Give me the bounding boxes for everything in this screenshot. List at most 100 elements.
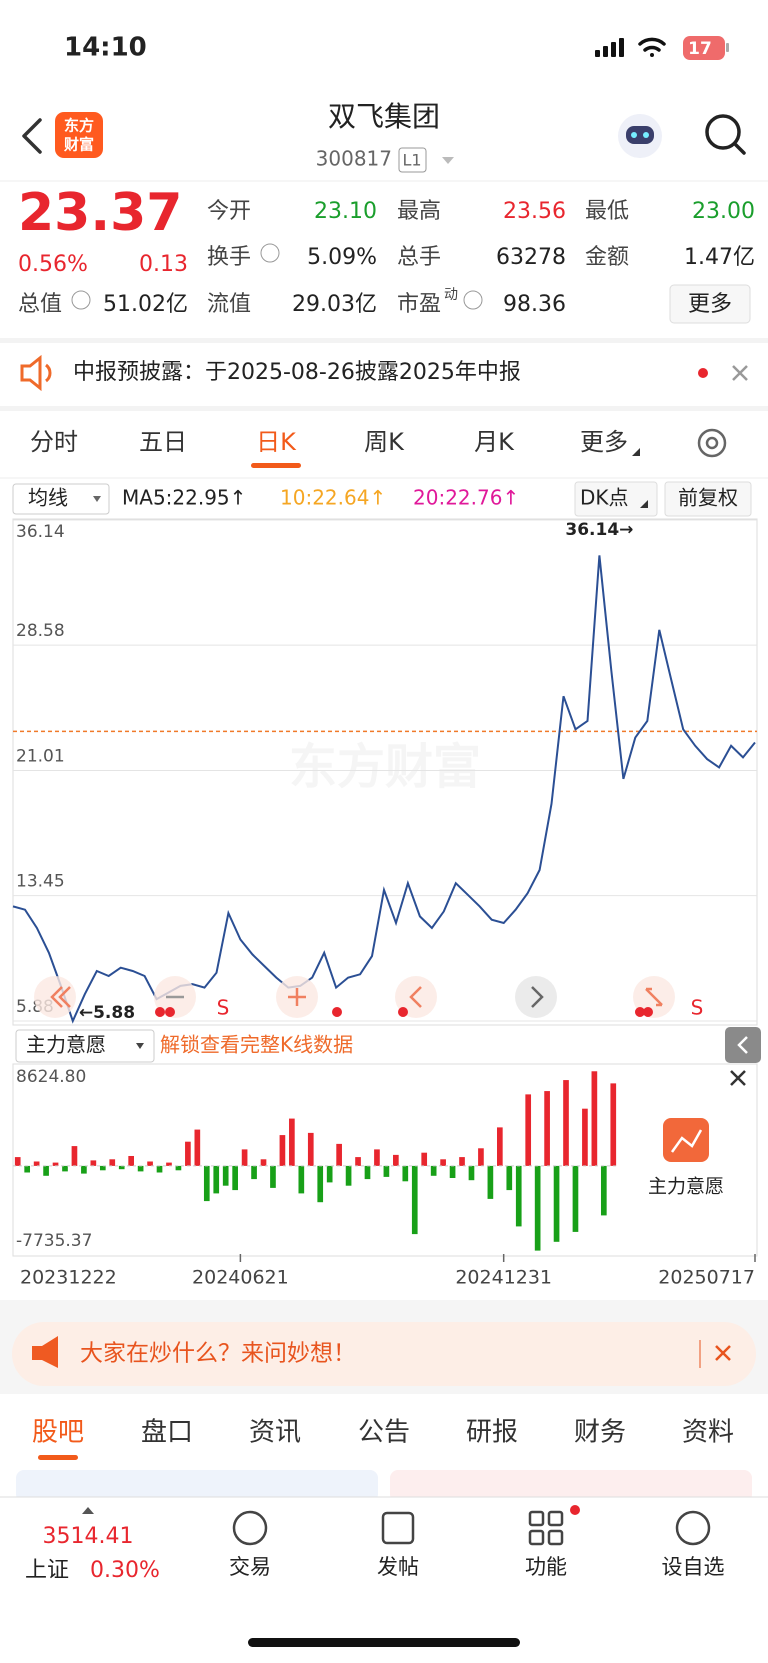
- chart-tab[interactable]: 分时: [30, 428, 78, 456]
- chart-tab[interactable]: 五日: [139, 428, 187, 456]
- flow-bar: [166, 1162, 172, 1166]
- field-label: 总手: [397, 245, 441, 270]
- field-value: 98.36: [503, 292, 566, 317]
- indicator-selector-text[interactable]: 均线: [28, 486, 68, 510]
- chart-control[interactable]: [34, 976, 76, 1018]
- unlock-link[interactable]: 解锁查看完整K线数据: [160, 1033, 353, 1057]
- more-button[interactable]: [669, 284, 751, 324]
- content-tab[interactable]: 盘口: [141, 1418, 193, 1448]
- chart-tab[interactable]: 日K: [256, 428, 297, 456]
- chart-tab[interactable]: 月K: [474, 428, 515, 456]
- nav-label[interactable]: 功能: [525, 1555, 567, 1579]
- nav-label[interactable]: 设自选: [662, 1555, 725, 1579]
- flow-bar: [572, 1165, 579, 1232]
- battery-icon: [683, 36, 725, 60]
- banner-text[interactable]: 大家在炒什么？来问妙想！: [80, 1341, 356, 1367]
- back-button[interactable]: [22, 118, 42, 154]
- chart-tab[interactable]: 周K: [364, 428, 405, 456]
- index-change[interactable]: 0.30%: [90, 1558, 160, 1583]
- flow-bar: [270, 1165, 276, 1188]
- content-tab[interactable]: 资讯: [249, 1418, 301, 1448]
- field-value: 5.09%: [307, 245, 377, 270]
- field-value: 23.00: [692, 199, 755, 224]
- x-tick-label: 20250717: [658, 1267, 755, 1289]
- card-peek: [16, 1470, 378, 1502]
- watchlist-icon[interactable]: [675, 1510, 711, 1546]
- notice-text[interactable]: 中报预披露：于2025-08-26披露2025年中报: [73, 360, 521, 385]
- last-price: 23.37: [18, 183, 182, 243]
- nav-label[interactable]: 发帖: [377, 1555, 419, 1579]
- search-button[interactable]: [705, 114, 746, 155]
- assistant-avatar[interactable]: [618, 114, 662, 158]
- flow-bar: [118, 1165, 125, 1170]
- flow-bar: [213, 1165, 220, 1194]
- control-glyph: [288, 988, 306, 1006]
- control-glyph: [645, 987, 663, 1007]
- flow-bar: [33, 1161, 40, 1166]
- flow-bar: [289, 1118, 295, 1166]
- indicator-selector[interactable]: [12, 483, 110, 515]
- flow-selector[interactable]: [15, 1029, 155, 1063]
- field-value: 51.02亿: [103, 292, 188, 317]
- flow-bar: [591, 1071, 598, 1166]
- index-value[interactable]: 3514.41: [43, 1524, 134, 1549]
- flow-overlay-label[interactable]: 主力意愿: [648, 1176, 724, 1198]
- flow-bar: [317, 1165, 324, 1203]
- field-label: 今开: [207, 199, 251, 224]
- chart-tab[interactable]: 更多: [580, 428, 628, 456]
- flow-bar: [600, 1165, 607, 1216]
- flow-bar: [137, 1165, 144, 1172]
- tab-underline: [38, 1455, 78, 1460]
- flow-bar: [194, 1129, 201, 1166]
- notice-close[interactable]: [732, 365, 748, 381]
- adjust-button[interactable]: [664, 481, 752, 517]
- stock-code: 300817: [316, 147, 392, 171]
- content-tab[interactable]: 研报: [466, 1418, 518, 1448]
- flow-bar: [43, 1165, 49, 1176]
- flow-bar: [515, 1165, 522, 1227]
- info-icon: [71, 290, 91, 310]
- dk-button[interactable]: [574, 481, 658, 517]
- post-icon[interactable]: [381, 1511, 415, 1545]
- content-tab[interactable]: 公告: [358, 1418, 410, 1448]
- nav-label[interactable]: 交易: [229, 1555, 271, 1579]
- max-annotation: 36.14→: [565, 520, 633, 540]
- control-glyph: [531, 986, 544, 1008]
- dk-text[interactable]: DK点: [580, 486, 629, 510]
- chart-control[interactable]: [395, 976, 437, 1018]
- flow-bar: [459, 1157, 465, 1166]
- collapse-tab[interactable]: [725, 1027, 761, 1063]
- flow-bar: [364, 1165, 371, 1180]
- functions-icon[interactable]: [528, 1510, 564, 1546]
- signal-dot: [635, 1007, 645, 1017]
- trade-icon[interactable]: [232, 1510, 268, 1546]
- flow-bar: [156, 1165, 163, 1173]
- field-label-sup: 动: [444, 287, 458, 303]
- content-tab[interactable]: 财务: [574, 1418, 626, 1448]
- flow-close[interactable]: [730, 1070, 746, 1086]
- y-tick-label: 8624.80: [16, 1067, 86, 1087]
- settings-icon[interactable]: [697, 428, 727, 458]
- banner-close[interactable]: [715, 1345, 731, 1361]
- chart-control[interactable]: [515, 976, 557, 1018]
- flow-bar: [506, 1165, 513, 1191]
- dropdown-arrow[interactable]: [442, 157, 454, 164]
- field-value: 29.03亿: [292, 292, 377, 317]
- flow-bar: [411, 1165, 418, 1235]
- content-tab[interactable]: 资料: [682, 1418, 734, 1448]
- flow-bar: [175, 1165, 182, 1171]
- more-text[interactable]: 更多: [688, 292, 732, 317]
- field-label: 金额: [585, 245, 629, 270]
- flow-bar: [393, 1154, 399, 1166]
- content-tab[interactable]: 股吧: [32, 1418, 84, 1448]
- info-icon: [463, 290, 483, 310]
- index-name[interactable]: 上证: [25, 1558, 69, 1583]
- field-value: 1.47亿: [684, 245, 755, 270]
- signal-dot: [398, 1007, 408, 1017]
- flow-bar: [279, 1135, 286, 1166]
- banner[interactable]: [12, 1322, 756, 1386]
- flow-selector-text[interactable]: 主力意愿: [26, 1033, 106, 1057]
- adjust-text[interactable]: 前复权: [678, 486, 738, 510]
- battery-level: 17: [688, 39, 712, 59]
- dropdown-arrow: [632, 448, 640, 456]
